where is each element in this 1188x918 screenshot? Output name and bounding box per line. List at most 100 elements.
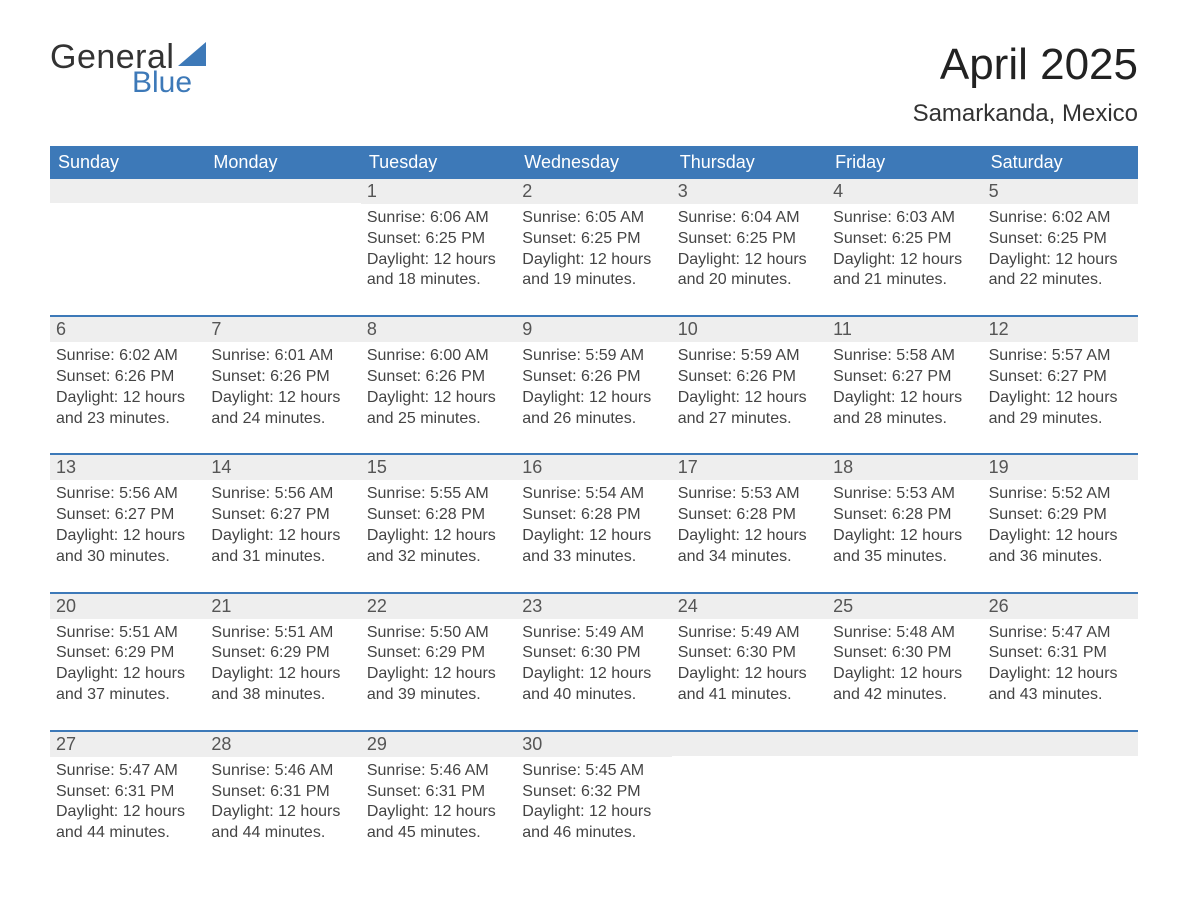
sunset-text: Sunset: 6:25 PM [678,229,821,250]
sunset-text: Sunset: 6:28 PM [833,505,976,526]
daylight-text: Daylight: 12 hours and 26 minutes. [522,388,665,430]
day-cell: 12Sunrise: 5:57 AMSunset: 6:27 PMDayligh… [983,317,1138,435]
daylight-text: Daylight: 12 hours and 44 minutes. [56,802,199,844]
day-body: Sunrise: 5:51 AMSunset: 6:29 PMDaylight:… [205,619,360,712]
day-body: Sunrise: 6:00 AMSunset: 6:26 PMDaylight:… [361,342,516,435]
daylight-text: Daylight: 12 hours and 33 minutes. [522,526,665,568]
daylight-text: Daylight: 12 hours and 44 minutes. [211,802,354,844]
day-body [672,756,827,842]
sunset-text: Sunset: 6:31 PM [211,782,354,803]
sunset-text: Sunset: 6:31 PM [56,782,199,803]
sunset-text: Sunset: 6:26 PM [367,367,510,388]
day-body: Sunrise: 5:54 AMSunset: 6:28 PMDaylight:… [516,480,671,573]
date-number: 14 [205,455,360,480]
sunset-text: Sunset: 6:25 PM [989,229,1132,250]
day-cell: 25Sunrise: 5:48 AMSunset: 6:30 PMDayligh… [827,594,982,712]
day-cell: 8Sunrise: 6:00 AMSunset: 6:26 PMDaylight… [361,317,516,435]
sunrise-text: Sunrise: 5:49 AM [678,623,821,644]
sunset-text: Sunset: 6:30 PM [678,643,821,664]
sunset-text: Sunset: 6:29 PM [367,643,510,664]
date-number: 6 [50,317,205,342]
sunrise-text: Sunrise: 5:59 AM [522,346,665,367]
daylight-text: Daylight: 12 hours and 18 minutes. [367,250,510,292]
day-cell [50,179,205,297]
week-row: 27Sunrise: 5:47 AMSunset: 6:31 PMDayligh… [50,730,1138,850]
page-subtitle: Samarkanda, Mexico [913,100,1138,128]
day-cell: 24Sunrise: 5:49 AMSunset: 6:30 PMDayligh… [672,594,827,712]
day-cell: 21Sunrise: 5:51 AMSunset: 6:29 PMDayligh… [205,594,360,712]
logo: General Blue [50,40,212,98]
date-number: 15 [361,455,516,480]
week-row: 1Sunrise: 6:06 AMSunset: 6:25 PMDaylight… [50,179,1138,297]
date-number: 30 [516,732,671,757]
day-cell: 9Sunrise: 5:59 AMSunset: 6:26 PMDaylight… [516,317,671,435]
date-number: 23 [516,594,671,619]
daylight-text: Daylight: 12 hours and 39 minutes. [367,664,510,706]
weekday-header: Thursday [672,146,827,179]
weeks-container: 1Sunrise: 6:06 AMSunset: 6:25 PMDaylight… [50,179,1138,850]
day-cell: 23Sunrise: 5:49 AMSunset: 6:30 PMDayligh… [516,594,671,712]
day-cell: 20Sunrise: 5:51 AMSunset: 6:29 PMDayligh… [50,594,205,712]
day-cell: 19Sunrise: 5:52 AMSunset: 6:29 PMDayligh… [983,455,1138,573]
day-body: Sunrise: 5:46 AMSunset: 6:31 PMDaylight:… [205,757,360,850]
day-body [205,203,360,289]
week-row: 13Sunrise: 5:56 AMSunset: 6:27 PMDayligh… [50,453,1138,573]
daylight-text: Daylight: 12 hours and 37 minutes. [56,664,199,706]
sunrise-text: Sunrise: 5:51 AM [211,623,354,644]
day-body: Sunrise: 5:53 AMSunset: 6:28 PMDaylight:… [827,480,982,573]
day-body: Sunrise: 6:06 AMSunset: 6:25 PMDaylight:… [361,204,516,297]
daylight-text: Daylight: 12 hours and 43 minutes. [989,664,1132,706]
day-body: Sunrise: 6:03 AMSunset: 6:25 PMDaylight:… [827,204,982,297]
title-block: April 2025 Samarkanda, Mexico [913,40,1138,128]
day-cell: 18Sunrise: 5:53 AMSunset: 6:28 PMDayligh… [827,455,982,573]
day-cell: 16Sunrise: 5:54 AMSunset: 6:28 PMDayligh… [516,455,671,573]
day-cell: 3Sunrise: 6:04 AMSunset: 6:25 PMDaylight… [672,179,827,297]
sunset-text: Sunset: 6:30 PM [522,643,665,664]
day-body [827,756,982,842]
daylight-text: Daylight: 12 hours and 27 minutes. [678,388,821,430]
daylight-text: Daylight: 12 hours and 28 minutes. [833,388,976,430]
daylight-text: Daylight: 12 hours and 29 minutes. [989,388,1132,430]
date-number: 22 [361,594,516,619]
logo-text-blue: Blue [132,68,212,98]
daylight-text: Daylight: 12 hours and 41 minutes. [678,664,821,706]
daylight-text: Daylight: 12 hours and 34 minutes. [678,526,821,568]
daylight-text: Daylight: 12 hours and 25 minutes. [367,388,510,430]
date-number: 18 [827,455,982,480]
daylight-text: Daylight: 12 hours and 38 minutes. [211,664,354,706]
daylight-text: Daylight: 12 hours and 22 minutes. [989,250,1132,292]
day-cell: 28Sunrise: 5:46 AMSunset: 6:31 PMDayligh… [205,732,360,850]
day-cell: 7Sunrise: 6:01 AMSunset: 6:26 PMDaylight… [205,317,360,435]
daylight-text: Daylight: 12 hours and 46 minutes. [522,802,665,844]
date-number: 8 [361,317,516,342]
day-body: Sunrise: 6:04 AMSunset: 6:25 PMDaylight:… [672,204,827,297]
sunset-text: Sunset: 6:25 PM [367,229,510,250]
day-body: Sunrise: 5:45 AMSunset: 6:32 PMDaylight:… [516,757,671,850]
sunset-text: Sunset: 6:25 PM [522,229,665,250]
sunrise-text: Sunrise: 6:01 AM [211,346,354,367]
day-cell: 30Sunrise: 5:45 AMSunset: 6:32 PMDayligh… [516,732,671,850]
sunrise-text: Sunrise: 5:47 AM [989,623,1132,644]
date-number: 7 [205,317,360,342]
day-cell [205,179,360,297]
sunset-text: Sunset: 6:26 PM [678,367,821,388]
day-body: Sunrise: 5:47 AMSunset: 6:31 PMDaylight:… [50,757,205,850]
day-cell: 1Sunrise: 6:06 AMSunset: 6:25 PMDaylight… [361,179,516,297]
date-number: 9 [516,317,671,342]
daylight-text: Daylight: 12 hours and 36 minutes. [989,526,1132,568]
day-body: Sunrise: 5:59 AMSunset: 6:26 PMDaylight:… [516,342,671,435]
date-number: 29 [361,732,516,757]
day-body: Sunrise: 5:48 AMSunset: 6:30 PMDaylight:… [827,619,982,712]
weekday-header: Monday [205,146,360,179]
day-body [983,756,1138,842]
day-body [50,203,205,289]
daylight-text: Daylight: 12 hours and 23 minutes. [56,388,199,430]
sunrise-text: Sunrise: 5:46 AM [367,761,510,782]
day-cell: 11Sunrise: 5:58 AMSunset: 6:27 PMDayligh… [827,317,982,435]
sunset-text: Sunset: 6:26 PM [211,367,354,388]
week-row: 20Sunrise: 5:51 AMSunset: 6:29 PMDayligh… [50,592,1138,712]
weekday-header: Tuesday [361,146,516,179]
date-number: 2 [516,179,671,204]
day-cell: 15Sunrise: 5:55 AMSunset: 6:28 PMDayligh… [361,455,516,573]
day-body: Sunrise: 5:57 AMSunset: 6:27 PMDaylight:… [983,342,1138,435]
